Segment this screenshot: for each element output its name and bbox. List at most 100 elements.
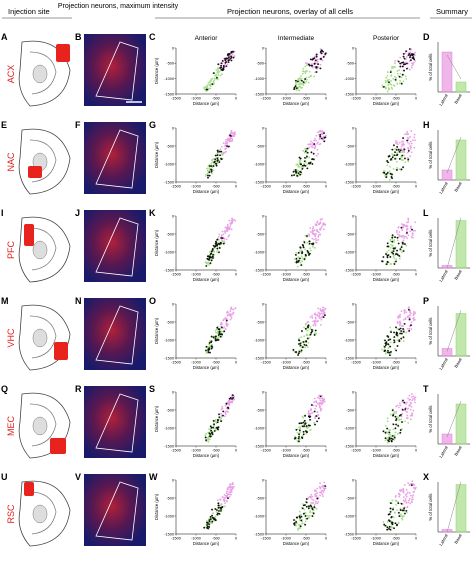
projection-cell <box>400 246 403 249</box>
projection-cell <box>216 426 219 429</box>
cell <box>308 156 311 159</box>
projection-cell <box>299 157 302 160</box>
summary-bar <box>455 139 467 181</box>
cell <box>395 142 397 144</box>
projection-cell <box>211 431 213 434</box>
projection-cell <box>300 79 303 82</box>
projection-cell <box>296 260 298 263</box>
projection-cell <box>391 234 394 237</box>
cell <box>299 159 302 162</box>
projection-cell <box>204 436 207 439</box>
projection-cell <box>211 249 214 251</box>
projection-cell <box>295 79 297 82</box>
cell <box>404 318 407 321</box>
cell <box>388 78 390 81</box>
cell <box>301 257 304 260</box>
cell <box>207 81 210 84</box>
region-label: PFC <box>6 240 16 259</box>
projection-cells <box>292 314 326 356</box>
cell <box>314 318 317 320</box>
cell <box>229 310 232 312</box>
projection-cell <box>396 153 399 156</box>
x-tick-label: -500 <box>212 449 220 453</box>
projection-cell <box>392 414 394 417</box>
cell <box>395 499 398 502</box>
projection-cell <box>385 341 388 344</box>
summary-y-label: % of total cells <box>428 142 433 169</box>
cell <box>384 81 387 84</box>
projection-cell <box>399 65 402 68</box>
panel-letter: C <box>149 32 156 42</box>
projection-cell <box>212 244 215 247</box>
cell <box>319 233 322 236</box>
cell <box>396 335 399 338</box>
projection-cell <box>394 415 397 418</box>
projection-cell <box>312 152 315 155</box>
cell <box>226 314 229 317</box>
cell <box>382 521 385 523</box>
cell <box>411 399 414 402</box>
x-tick-label: -1000 <box>191 185 201 189</box>
cell <box>396 166 398 169</box>
cell <box>388 88 391 91</box>
x-tick-label: -1500 <box>261 273 271 277</box>
y-tick-label: 0 <box>352 302 354 306</box>
cell <box>300 166 303 168</box>
projection-cell <box>385 176 388 179</box>
y-tick-label: -500 <box>346 320 354 324</box>
projection-cell <box>388 351 391 354</box>
cell <box>402 226 405 229</box>
brain-diagram <box>18 304 71 371</box>
projection-cell <box>389 71 392 74</box>
panel-letter: F <box>75 120 81 130</box>
projection-cell <box>386 171 389 174</box>
cell <box>395 76 397 79</box>
cell <box>318 397 321 400</box>
cell <box>229 488 232 491</box>
cell <box>222 319 225 322</box>
x-tick-label: -500 <box>302 273 310 277</box>
projection-cell <box>216 428 219 430</box>
injection-site <box>24 224 34 246</box>
projection-cell <box>401 509 404 512</box>
cell <box>228 234 231 237</box>
projection-cell <box>307 162 310 164</box>
cell <box>388 433 390 436</box>
cell <box>395 495 397 497</box>
cell <box>322 222 325 225</box>
cell <box>314 495 317 498</box>
projection-cell <box>207 522 209 524</box>
projection-cell <box>227 145 230 148</box>
projection-cell <box>308 240 311 243</box>
cell <box>213 82 215 85</box>
cell <box>233 398 236 401</box>
summary-y-label: % of total cells <box>428 494 433 521</box>
brain-structure <box>32 328 48 348</box>
cell-cloud <box>382 480 417 532</box>
cell <box>306 241 309 244</box>
projection-cell <box>396 334 398 337</box>
cell <box>317 235 320 238</box>
cell <box>398 234 401 236</box>
cell <box>312 499 315 502</box>
cell <box>308 337 311 339</box>
y-tick-label: -1500 <box>344 356 354 360</box>
projection-cell <box>216 76 218 79</box>
cell <box>319 48 322 51</box>
projection-cell <box>214 242 217 245</box>
cell <box>311 495 314 498</box>
cell <box>314 144 317 147</box>
summary-category: Lateral <box>438 93 449 107</box>
projection-cell <box>403 507 406 510</box>
projection-cell <box>207 174 209 177</box>
projection-cell <box>231 394 234 397</box>
projection-cell <box>210 250 213 253</box>
projection-cell <box>228 59 231 61</box>
projection-cell <box>216 338 219 341</box>
y-tick-label: -500 <box>256 144 264 148</box>
cell <box>307 516 310 519</box>
cell <box>402 488 405 491</box>
projection-cell <box>213 161 216 164</box>
projection-cell <box>393 339 396 342</box>
cell <box>216 78 219 81</box>
